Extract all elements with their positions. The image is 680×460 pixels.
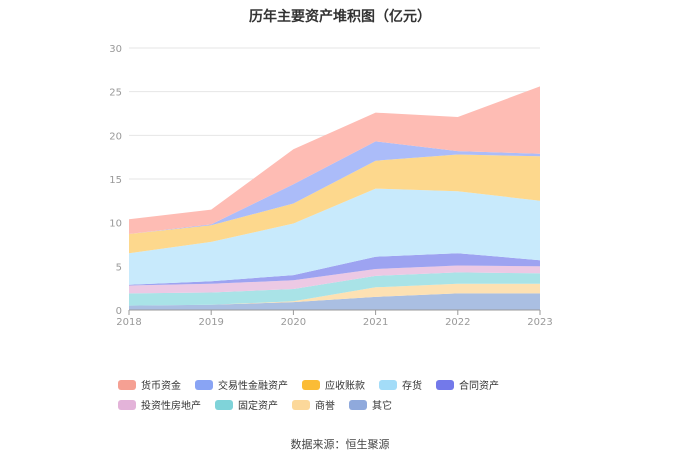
area-0: [129, 293, 540, 310]
legend-item-1[interactable]: 交易性金融资产: [195, 378, 288, 392]
legend-item-0[interactable]: 货币资金: [118, 378, 181, 392]
y-tick-label: 0: [116, 306, 122, 317]
x-tick-label: 2018: [116, 317, 141, 328]
y-tick-label: 5: [116, 262, 122, 273]
legend-swatch: [195, 379, 213, 390]
area-series: [129, 86, 540, 310]
legend-item-4[interactable]: 合同资产: [436, 378, 499, 392]
legend-swatch: [215, 399, 233, 410]
x-tick-label: 2019: [198, 317, 223, 328]
area-1: [129, 283, 540, 306]
data-source-note: 数据来源：恒生聚源: [290, 438, 390, 451]
legend-label: 货币资金: [141, 381, 181, 392]
x-tick-label: 2022: [445, 317, 470, 328]
legend: 货币资金 交易性金融资产 应收账款 存货 合同资产投资性房地产 固定资产 商誉 其它: [118, 378, 588, 412]
legend-swatch: [118, 399, 136, 410]
legend-swatch: [118, 379, 136, 390]
legend-label: 应收账款: [325, 381, 365, 392]
legend-label: 固定资产: [238, 401, 278, 412]
x-tick-label: 2020: [281, 317, 306, 328]
axes: 0 5 10 15 20 25 30 2018 2019 2020 2021 2022 2023: [109, 44, 552, 328]
area-6: [129, 154, 540, 254]
legend-swatch: [302, 379, 320, 390]
legend-swatch: [349, 399, 367, 410]
y-tick-label: 20: [109, 131, 122, 142]
area-2: [129, 272, 540, 306]
legend-item-5[interactable]: 投资性房地产: [118, 398, 201, 412]
legend-swatch: [436, 379, 454, 390]
x-tick-label: 2021: [363, 317, 388, 328]
legend-item-2[interactable]: 应收账款: [302, 378, 365, 392]
area-4: [129, 253, 540, 286]
legend-item-8[interactable]: 其它: [349, 398, 392, 412]
legend-label: 合同资产: [459, 381, 499, 392]
area-3: [129, 265, 540, 294]
legend-label: 投资性房地产: [141, 401, 201, 412]
y-tick-label: 25: [109, 88, 122, 99]
legend-label: 商誉: [315, 401, 335, 412]
x-tick-label: 2023: [527, 317, 552, 328]
y-tick-label: 30: [109, 44, 122, 55]
area-5: [129, 188, 540, 285]
y-tick-label: 15: [109, 175, 122, 186]
legend-swatch: [379, 379, 397, 390]
legend-item-3[interactable]: 存货: [379, 378, 422, 392]
legend-label: 其它: [372, 401, 392, 412]
legend-label: 交易性金融资产: [218, 381, 288, 392]
area-8: [129, 86, 540, 235]
legend-item-7[interactable]: 商誉: [292, 398, 335, 412]
chart-title: 历年主要资产堆积图（亿元）: [249, 9, 431, 25]
legend-item-6[interactable]: 固定资产: [215, 398, 278, 412]
y-tick-label: 10: [109, 219, 122, 230]
legend-label: 存货: [402, 381, 422, 392]
legend-swatch: [292, 399, 310, 410]
